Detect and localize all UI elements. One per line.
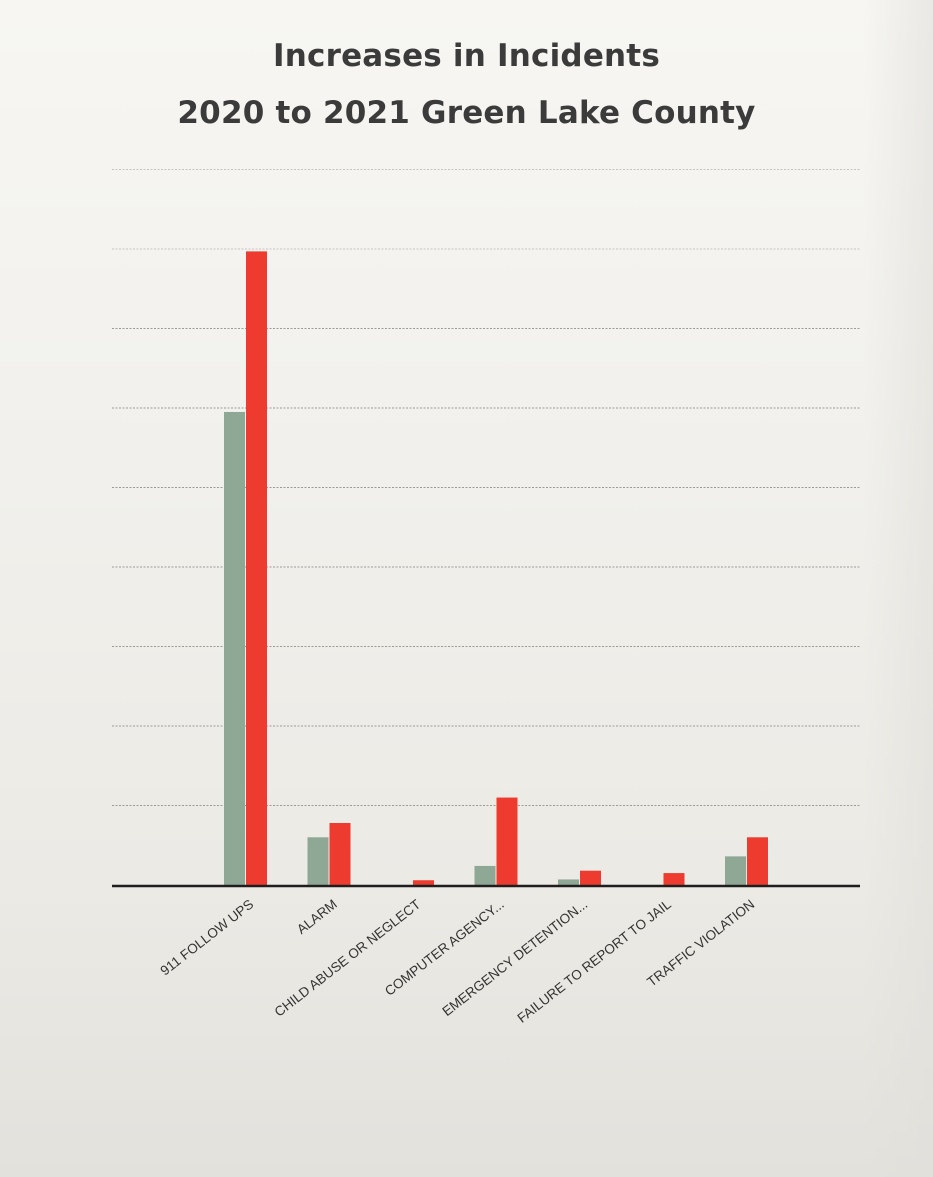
bar-series1-cat7 xyxy=(725,856,746,885)
gridlines xyxy=(112,169,860,806)
bars xyxy=(224,251,768,885)
bar-series1-cat2 xyxy=(307,837,329,885)
bar-series2-cat3 xyxy=(413,880,434,885)
bar-series2-cat6 xyxy=(663,873,685,885)
category-label-1: 911 FOLLOW UPS xyxy=(157,897,256,979)
category-label-6: FAILURE TO REPORT TO JAIL xyxy=(514,896,674,1025)
category-label-5: EMERGENCY DETENTION... xyxy=(439,897,590,1020)
bar-series2-cat7 xyxy=(747,837,768,885)
bar-series2-cat5 xyxy=(580,870,601,885)
category-label-2: ALARM xyxy=(294,897,340,937)
bar-series2-cat1 xyxy=(246,251,267,885)
bar-series1-cat4 xyxy=(474,865,496,885)
bar-series2-cat2 xyxy=(329,822,351,885)
chart-title-line-2: 2020 to 2021 Green Lake County xyxy=(177,95,756,131)
bar-series1-cat1 xyxy=(224,411,245,885)
category-label-3: CHILD ABUSE OR NEGLECT xyxy=(272,897,424,1020)
bar-series1-cat5 xyxy=(558,879,579,885)
chart-title-line-1: Increases in Incidents xyxy=(273,38,660,74)
bar-series2-cat4 xyxy=(496,797,518,885)
